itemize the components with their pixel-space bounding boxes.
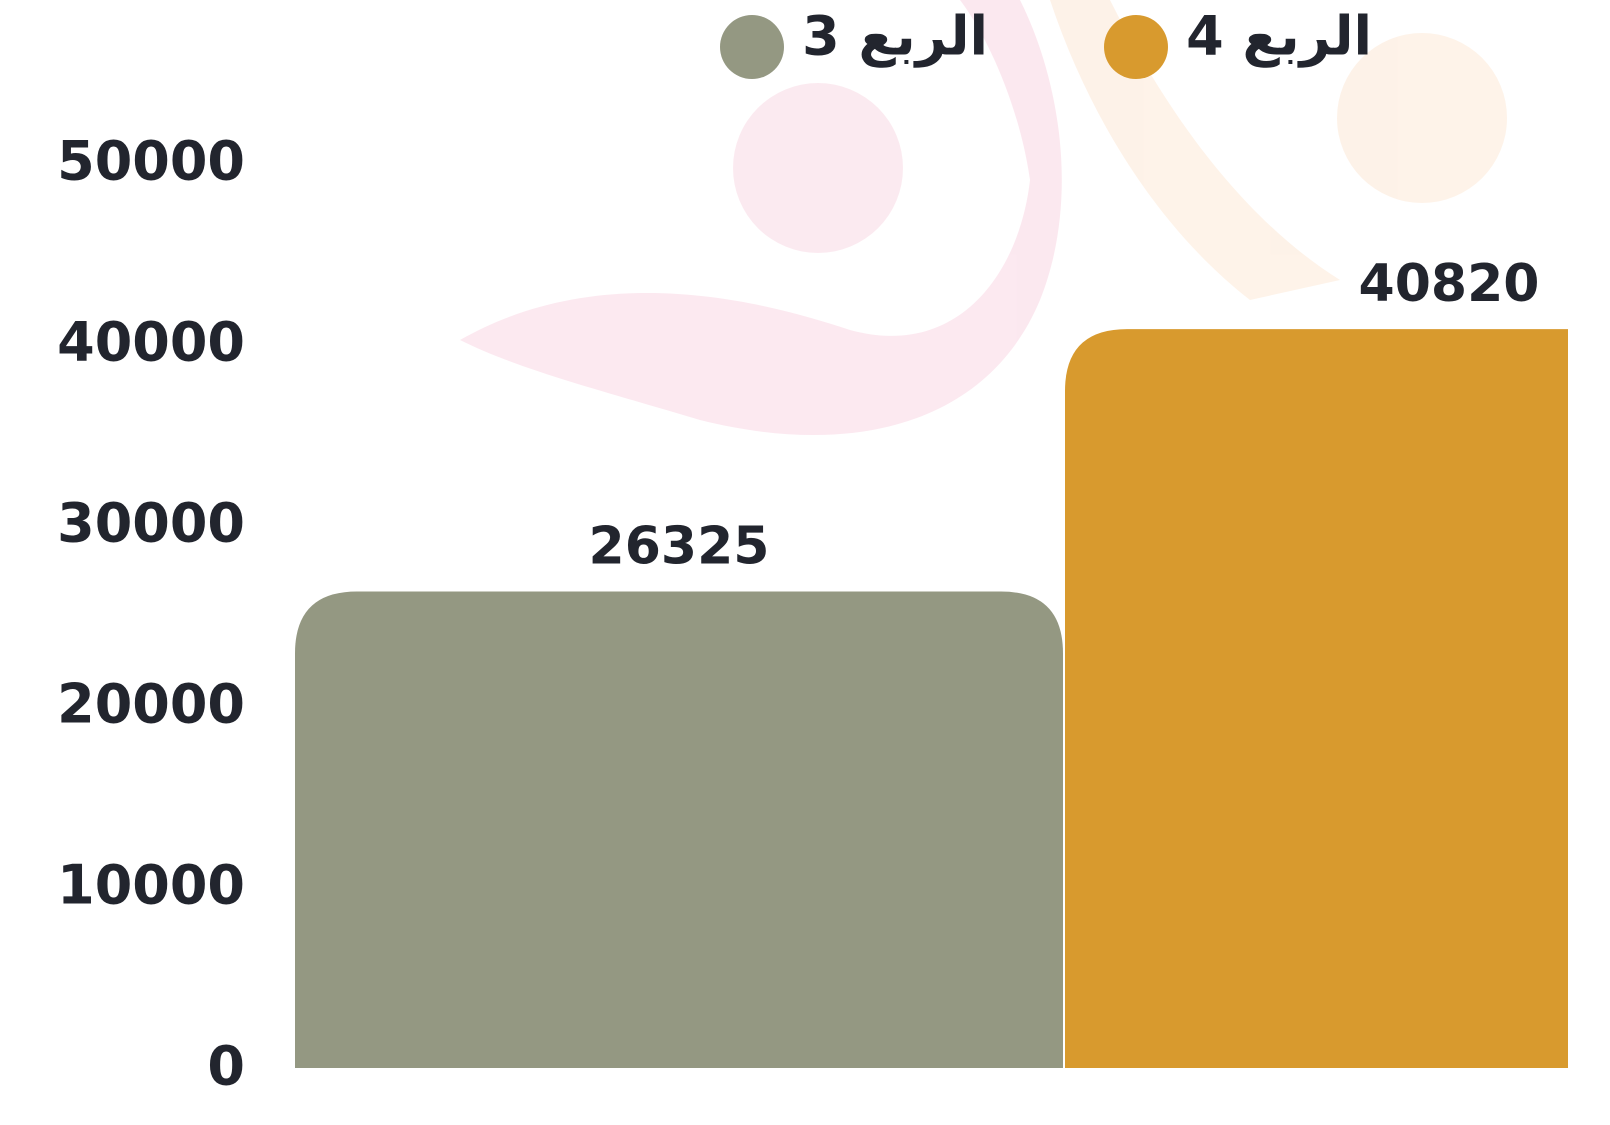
value-label: 40820: [1359, 254, 1540, 314]
bar: [1065, 329, 1610, 1068]
bar: [295, 592, 1063, 1068]
y-tick-label: 50000: [57, 130, 245, 193]
legend-marker: [1104, 15, 1168, 79]
legend-label: الربع 3: [802, 5, 988, 68]
y-tick-label: 40000: [57, 311, 245, 374]
legend-label: الربع 4: [1186, 5, 1372, 68]
value-label: 26325: [589, 517, 770, 577]
chart: 0 10000 20000 30000 40000 50000 الربع 3 الربع 4…: [0, 0, 1610, 1125]
plot-area: [295, 329, 1610, 1068]
y-tick-label: 0: [207, 1035, 245, 1098]
y-tick-label: 10000: [57, 854, 245, 917]
y-tick-label: 30000: [57, 492, 245, 555]
y-tick-label: 20000: [57, 673, 245, 736]
legend-marker: [720, 15, 784, 79]
